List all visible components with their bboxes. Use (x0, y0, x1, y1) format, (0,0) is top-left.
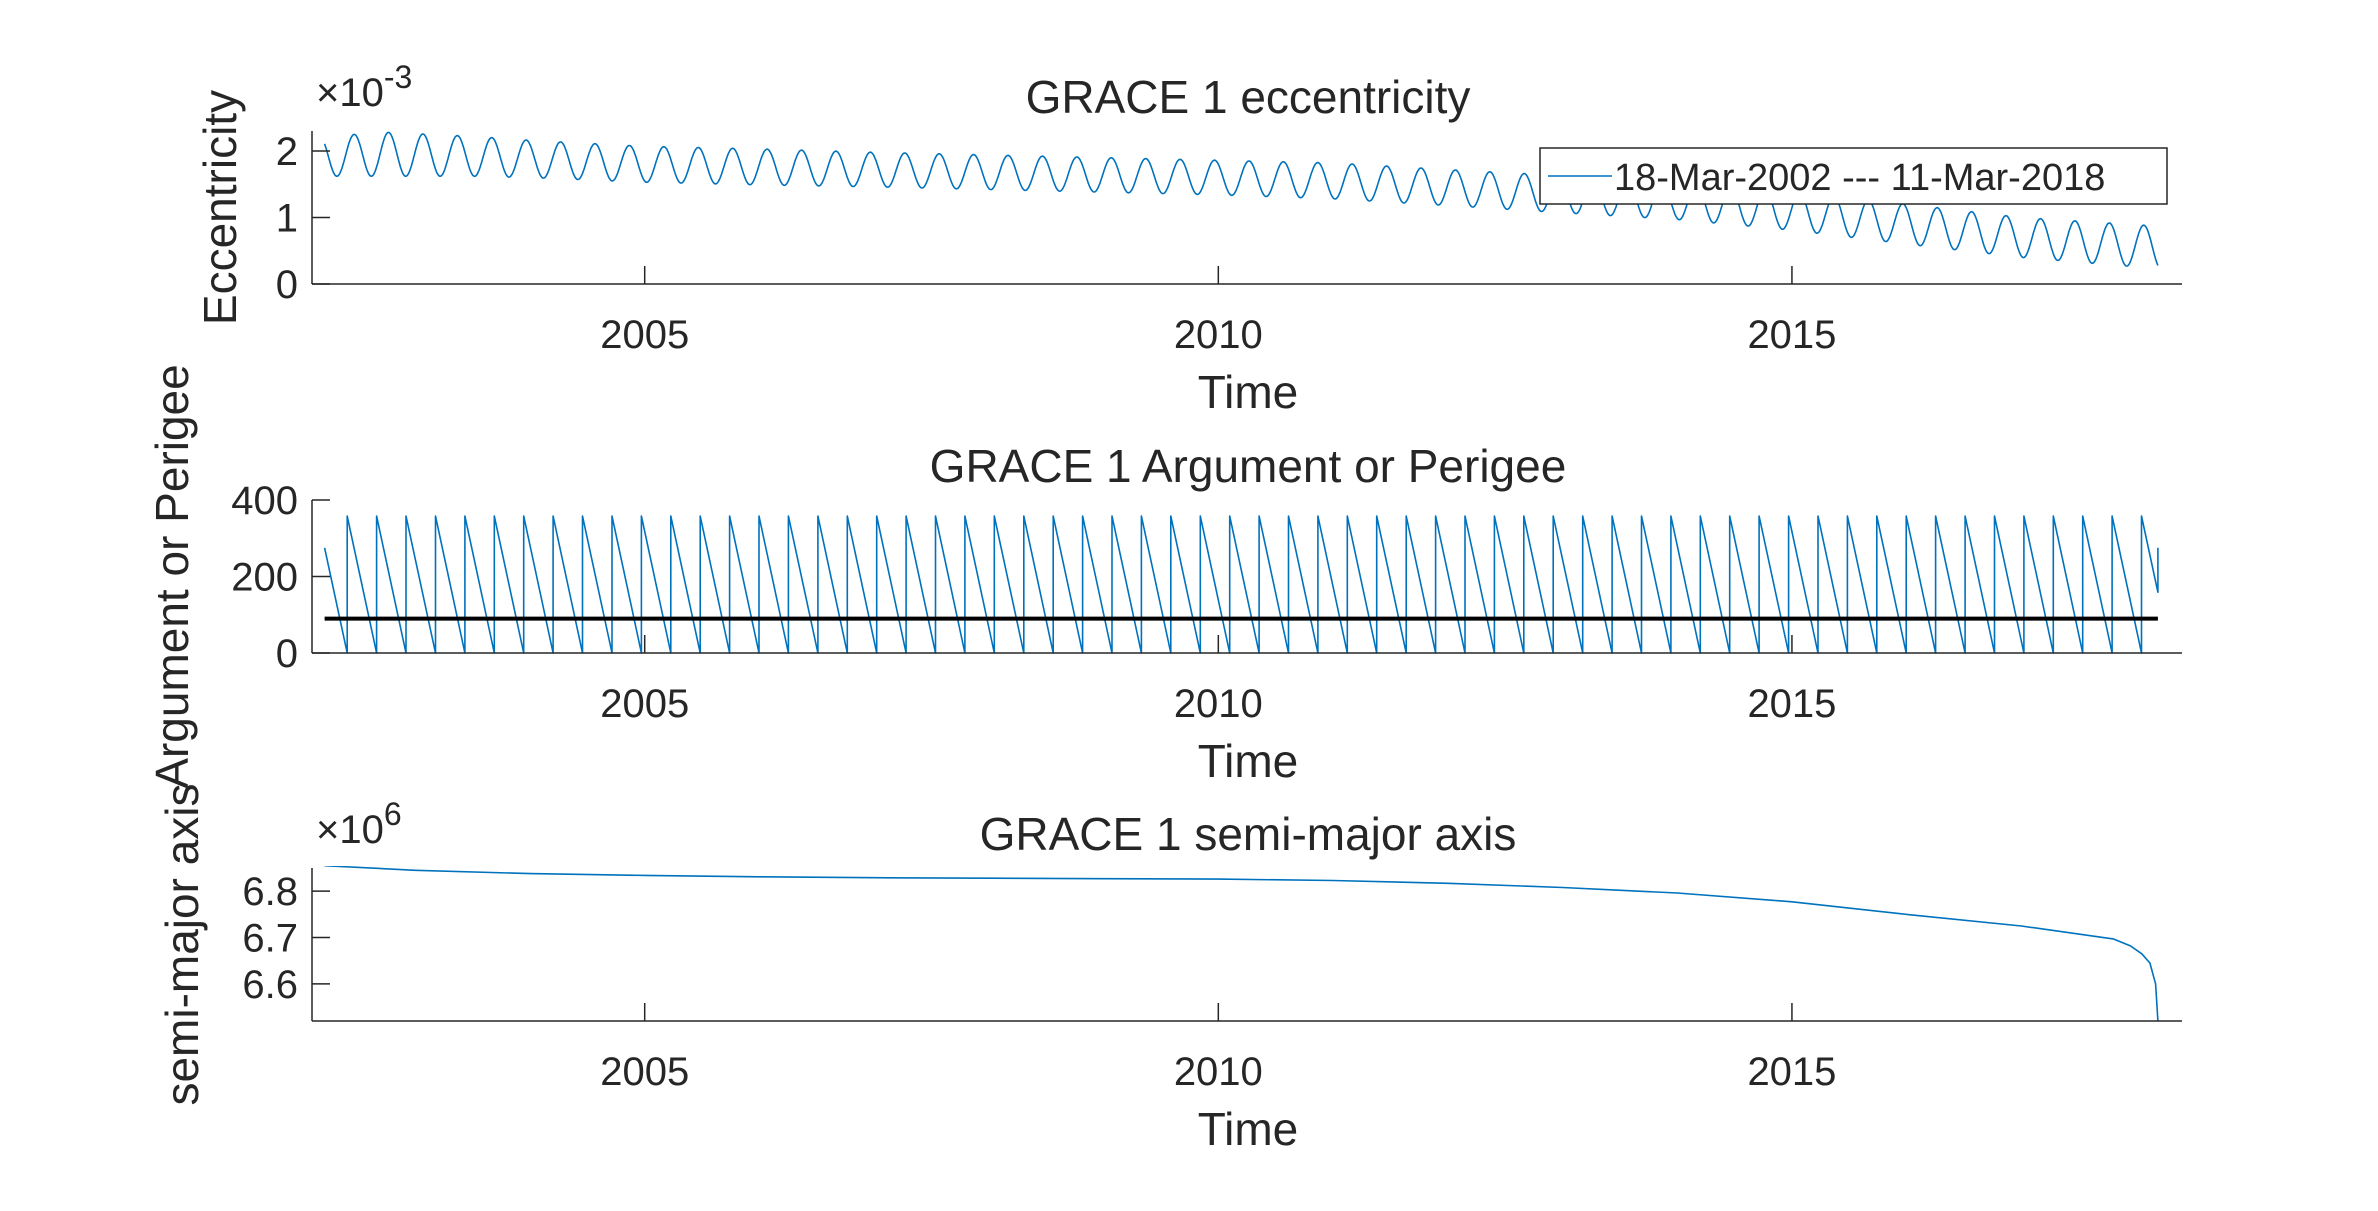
eccentricity-x-tick-label: 2015 (1747, 313, 1836, 357)
semi-major-axis-plot-area (324, 866, 2159, 1022)
semi-major-axis-series-0 (324, 866, 2159, 1022)
eccentricity-y-tick-label: 1 (276, 196, 298, 240)
legend-box (1539, 147, 2168, 205)
eccentricity-title: GRACE 1 eccentricity (1026, 71, 1471, 123)
semi-major-axis-ylabel: semi-major axis (156, 783, 208, 1105)
semi-major-axis-x-tick-label: 2010 (1174, 1050, 1263, 1094)
argument-of-perigee-x-tick-label: 2010 (1174, 682, 1263, 726)
eccentricity-panel: 2005 2010 2015 0 1 2 GRACE 1 eccentricity Time E… (194, 59, 2182, 418)
semi-major-axis-y-tick-label: 6.7 (242, 917, 298, 961)
argument-of-perigee-y-tick-label: 0 (276, 632, 298, 676)
eccentricity-x-tick-label: 2010 (1174, 313, 1263, 357)
legend-entry: 18-Mar-2002 --- 11-Mar-2018 (1614, 157, 2105, 199)
eccentricity-series-0 (323, 131, 2159, 267)
semi-major-axis-y-tick-label: 6.6 (242, 963, 298, 1007)
semi-major-axis-panel: 2005 2010 2015 6.66.76.8 GRACE 1 semi-major … (156, 783, 2182, 1155)
eccentricity-plot-area (323, 131, 2159, 267)
eccentricity-y-tick-label: 2 (276, 130, 298, 174)
eccentricity-ylabel: Eccentricity (194, 90, 246, 325)
argument-of-perigee-x-tick-label: 2005 (600, 682, 689, 726)
eccentricity-xlabel: Time (1198, 366, 1299, 418)
eccentricity-x-tick-label: 2005 (600, 313, 689, 357)
argument-of-perigee-title: GRACE 1 Argument or Perigee (930, 440, 1567, 492)
semi-major-axis-y-tick-label: 6.8 (242, 870, 298, 914)
eccentricity-y-tick-label: 0 (276, 263, 298, 307)
argument-of-perigee-x-tick-label: 2015 (1747, 682, 1836, 726)
argument-of-perigee-y-tick-label: 200 (231, 556, 298, 600)
semi-major-axis-y-exponent: ×106 (316, 796, 402, 852)
argument-of-perigee-xlabel: Time (1198, 735, 1299, 787)
semi-major-axis-title: GRACE 1 semi-major axis (980, 808, 1517, 860)
semi-major-axis-xlabel: Time (1198, 1103, 1299, 1155)
eccentricity-legend: 18-Mar-2002 --- 11-Mar-2018 (1539, 147, 2168, 205)
semi-major-axis-x-tick-label: 2015 (1747, 1050, 1836, 1094)
argument-of-perigee-ylabel: Argument or Perigee (146, 364, 198, 788)
argument-of-perigee-panel: 2005 2010 2015 0 200 400 GRACE 1 Argument or P… (146, 364, 2182, 789)
argument-of-perigee-y-tick-label: 400 (231, 479, 298, 523)
eccentricity-y-exponent: ×10-3 (316, 59, 412, 115)
semi-major-axis-x-tick-label: 2005 (600, 1050, 689, 1094)
